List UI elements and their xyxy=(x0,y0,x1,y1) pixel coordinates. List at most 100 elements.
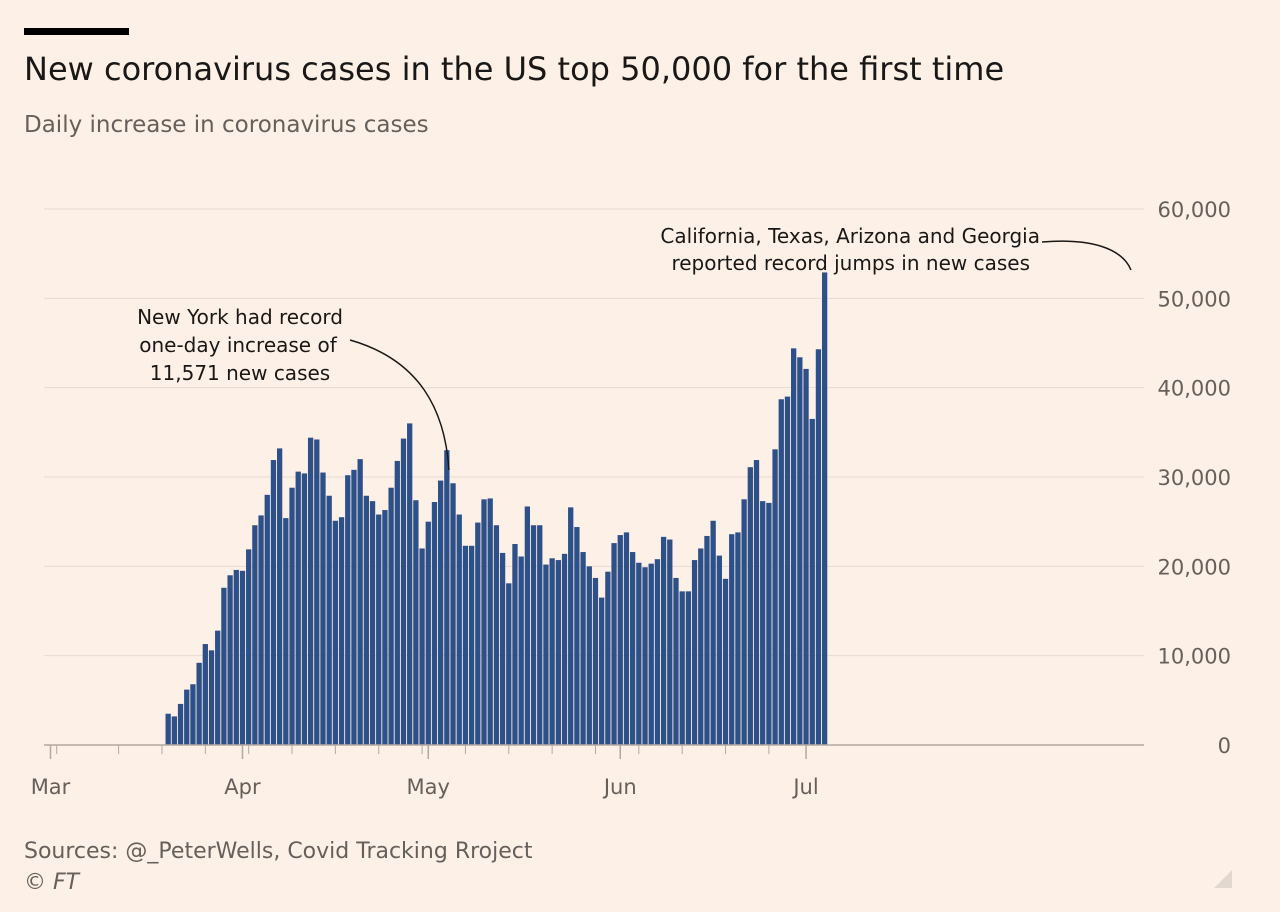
bar xyxy=(648,563,654,745)
bars xyxy=(165,272,828,745)
x-tick-label: May xyxy=(407,775,450,799)
bar xyxy=(623,532,630,745)
annotation-states-leader xyxy=(1041,240,1132,271)
resize-handle-icon[interactable] xyxy=(1214,870,1232,888)
bar xyxy=(468,545,475,745)
bar xyxy=(221,587,227,745)
bar xyxy=(184,689,190,745)
bar xyxy=(815,349,822,745)
bar xyxy=(518,556,524,745)
bar xyxy=(233,569,239,745)
annotation-new-york-line-2: one-day increase of xyxy=(139,333,337,357)
chart-title: New coronavirus cases in the US top 50,0… xyxy=(24,50,1005,88)
bar xyxy=(388,487,394,745)
bar xyxy=(691,560,698,745)
bar xyxy=(190,684,196,745)
bar xyxy=(698,548,704,745)
bar xyxy=(747,467,753,745)
bar xyxy=(809,418,815,745)
bar xyxy=(642,567,648,745)
bar xyxy=(382,510,388,745)
bar xyxy=(202,644,208,745)
bar xyxy=(456,514,462,745)
y-tick-label: 10,000 xyxy=(1158,645,1231,669)
bar xyxy=(252,525,258,745)
bar xyxy=(599,597,605,745)
bar xyxy=(735,532,741,745)
bar xyxy=(338,517,345,745)
bar xyxy=(530,525,537,745)
bar xyxy=(760,501,766,745)
bar xyxy=(605,571,611,745)
bar xyxy=(654,559,661,745)
bar xyxy=(766,502,772,745)
bar xyxy=(543,564,549,745)
bar xyxy=(314,439,320,745)
bar xyxy=(568,507,574,745)
bar xyxy=(475,522,481,745)
bar xyxy=(425,521,431,745)
annotation-states-line-2: reported record jumps in new cases xyxy=(671,251,1030,275)
bar xyxy=(227,575,233,745)
bar xyxy=(407,423,413,745)
bar xyxy=(512,544,518,745)
bar xyxy=(555,560,561,745)
bar xyxy=(438,480,444,745)
bar xyxy=(289,487,295,745)
bar xyxy=(784,396,791,745)
bar xyxy=(351,469,357,745)
y-tick-label: 30,000 xyxy=(1158,466,1231,490)
bar xyxy=(611,543,617,745)
bar xyxy=(722,578,729,745)
bar xyxy=(710,520,716,745)
bar xyxy=(165,713,171,745)
bar xyxy=(772,449,778,745)
bar xyxy=(629,552,636,745)
y-tick-label: 40,000 xyxy=(1158,377,1231,401)
bar xyxy=(376,514,382,745)
bar xyxy=(561,553,568,745)
bar xyxy=(332,520,339,745)
y-tick-label: 0 xyxy=(1218,734,1231,758)
bar xyxy=(357,459,363,745)
bar xyxy=(444,450,450,745)
bar xyxy=(499,552,506,745)
bar xyxy=(400,438,407,745)
bar xyxy=(791,348,797,745)
bar xyxy=(196,662,202,745)
y-tick-label: 60,000 xyxy=(1158,198,1231,222)
bar xyxy=(821,272,828,745)
bar xyxy=(246,549,252,745)
bar xyxy=(660,536,667,745)
bar xyxy=(481,499,487,745)
bar xyxy=(208,650,215,745)
x-tick-label: Mar xyxy=(31,775,71,799)
bar xyxy=(419,548,425,745)
bar xyxy=(450,483,456,745)
sources-text: Sources: @_PeterWells, Covid Tracking Rr… xyxy=(24,839,533,864)
chart-subtitle: Daily increase in coronavirus cases xyxy=(24,112,429,138)
bar xyxy=(685,591,692,745)
bar xyxy=(592,577,599,745)
annotation-new-york-line-3: 11,571 new cases xyxy=(150,361,330,385)
bar xyxy=(493,525,500,745)
bar xyxy=(394,460,400,745)
bar xyxy=(667,539,673,745)
bar xyxy=(239,570,246,745)
bar xyxy=(320,472,326,745)
bar xyxy=(549,558,555,745)
bar xyxy=(363,495,369,745)
bar xyxy=(636,562,642,745)
bar xyxy=(215,630,221,745)
bar xyxy=(307,437,314,745)
bar xyxy=(258,515,264,745)
header-rule xyxy=(24,28,129,35)
bar xyxy=(345,475,351,745)
annotation-new-york-line-1: New York had record xyxy=(137,305,343,329)
bar xyxy=(270,460,277,745)
bar xyxy=(803,368,809,745)
bar xyxy=(264,494,270,745)
bar xyxy=(413,500,419,745)
gridlines xyxy=(44,208,1144,657)
